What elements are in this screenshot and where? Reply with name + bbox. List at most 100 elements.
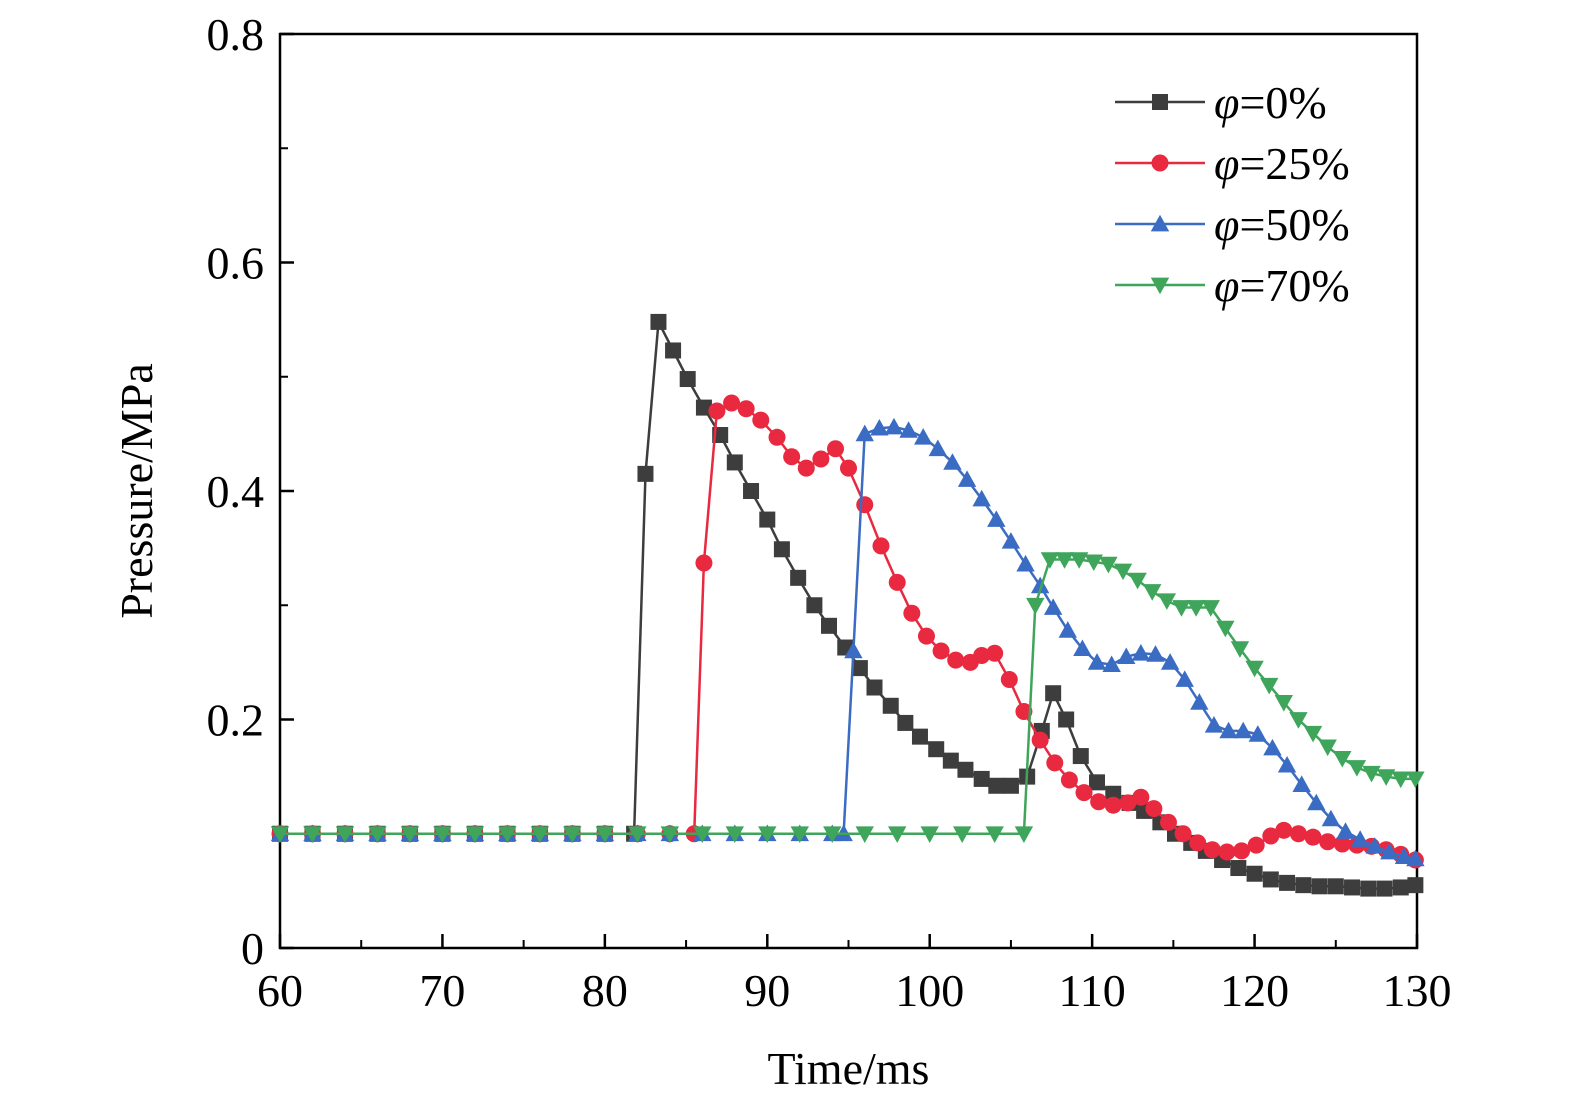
data-point [1275, 821, 1293, 839]
data-point [1333, 750, 1352, 768]
x-axis-title: Time/ms [768, 1043, 930, 1094]
y-tick-label: 0 [241, 923, 264, 974]
data-point [856, 496, 874, 514]
data-point [752, 411, 770, 429]
data-point [1216, 620, 1235, 638]
data-point [660, 826, 680, 843]
x-tick-label: 90 [744, 965, 790, 1016]
data-point [851, 660, 868, 677]
y-tick-label: 0.8 [207, 9, 265, 60]
data-point [973, 647, 991, 665]
data-point [1362, 765, 1381, 783]
data-point [1201, 600, 1220, 617]
legend-marker [1151, 154, 1169, 172]
data-point [726, 454, 743, 471]
data-point [1113, 563, 1133, 581]
y-axis-title: Pressure/MPa [111, 363, 162, 619]
data-point [1087, 653, 1107, 670]
data-point [1119, 794, 1137, 812]
x-tick-label: 100 [895, 965, 964, 1016]
data-point [790, 569, 807, 586]
data-point [708, 402, 726, 420]
data-point [1203, 841, 1221, 859]
data-point [1159, 813, 1177, 831]
data-point [1030, 576, 1050, 594]
data-point [1143, 584, 1162, 601]
data-point [1218, 843, 1236, 861]
data-point [773, 541, 790, 558]
data-point [1304, 828, 1322, 846]
data-point [1102, 655, 1121, 673]
series-layer [270, 313, 1425, 897]
data-point [1189, 834, 1207, 852]
data-point [872, 537, 890, 555]
data-point [1058, 621, 1077, 638]
data-point [1016, 554, 1035, 572]
data-point [1279, 874, 1296, 891]
series-0 [272, 313, 1424, 897]
data-point [797, 459, 815, 477]
data-point [1084, 554, 1103, 572]
data-point [1132, 788, 1150, 806]
data-point [1175, 670, 1194, 687]
data-point [1190, 693, 1209, 710]
data-point [987, 510, 1006, 527]
data-point [1230, 641, 1250, 658]
legend-value: =0% [1239, 77, 1326, 128]
legend-marker [1152, 94, 1168, 110]
data-point [400, 826, 420, 843]
data-point [1350, 830, 1370, 847]
data-point [947, 651, 965, 669]
data-point [827, 440, 845, 458]
data-point [270, 826, 290, 843]
data-point [1406, 771, 1425, 789]
data-point [957, 470, 977, 487]
data-point [897, 714, 914, 731]
data-point [1245, 660, 1264, 678]
data-point [1001, 532, 1021, 549]
x-tick-label: 110 [1058, 965, 1125, 1016]
data-point [899, 421, 918, 438]
data-point [1002, 777, 1019, 794]
data-point [637, 465, 654, 482]
data-point [957, 761, 974, 778]
data-point [1040, 552, 1060, 569]
legend-item: φ=25% [1115, 138, 1350, 189]
data-point [928, 741, 945, 758]
series-line [280, 320, 1416, 890]
data-point [650, 313, 667, 330]
series-1 [271, 394, 1424, 869]
data-point [1204, 716, 1224, 733]
data-point [1327, 878, 1344, 895]
data-point [928, 439, 948, 457]
data-point [855, 424, 874, 442]
data-point [1230, 860, 1247, 877]
legend-marker [1150, 214, 1170, 232]
legend-symbol: φ [1214, 77, 1239, 128]
data-point [866, 679, 883, 696]
data-point [693, 826, 712, 843]
data-point [1333, 835, 1351, 853]
axes: 60 70 80 90 100 110 120 130 0 0.2 0.4 0.6 0.8 [207, 9, 1452, 1016]
data-point [1289, 825, 1307, 843]
data-point [1104, 796, 1122, 814]
y-tick-label: 0.2 [207, 695, 265, 746]
data-point [1259, 677, 1279, 695]
data-point [985, 826, 1004, 843]
data-point [870, 418, 889, 436]
data-point [1246, 865, 1263, 882]
data-point [973, 770, 990, 787]
data-point [1174, 825, 1192, 843]
data-point [844, 641, 863, 659]
data-point [1262, 827, 1280, 845]
data-point [806, 597, 823, 614]
data-point [1157, 593, 1177, 610]
data-point [1099, 556, 1118, 574]
data-point [1128, 572, 1147, 590]
data-point [1321, 809, 1341, 827]
data-point [1376, 769, 1396, 786]
data-point [823, 826, 842, 843]
data-point [1014, 826, 1034, 843]
data-point [1233, 842, 1251, 860]
data-point [1046, 754, 1064, 772]
